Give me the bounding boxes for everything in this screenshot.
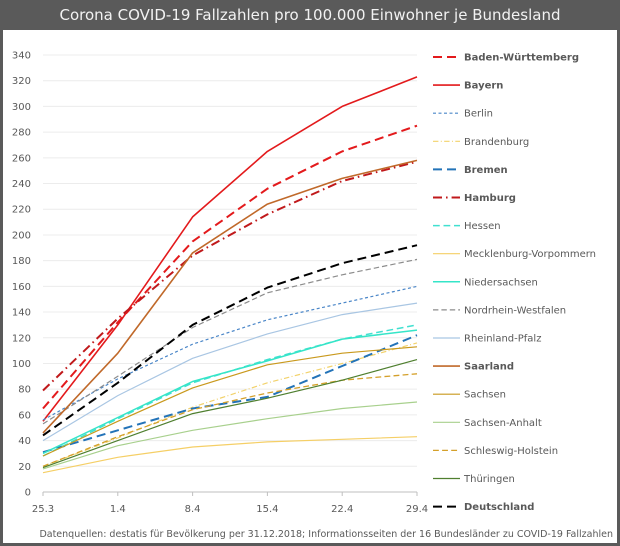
series-line-thüringen (42, 359, 418, 469)
y-tick-label: 280 (12, 128, 31, 139)
chart-panel: 0 20 40 60 80 100 120 140 160 180 200 220 240 260 280 3… (3, 30, 617, 543)
y-tick-label: 20 (18, 462, 31, 473)
series-line-mecklenburg-vorpommern (42, 436, 418, 474)
legend-label-bremen: Bremen (464, 165, 508, 176)
legend-label-hamburg: Hamburg (464, 193, 516, 204)
series-line-berlin (42, 285, 418, 421)
x-tick-label: 22.4 (331, 504, 353, 515)
series-line-sachsen (42, 346, 418, 457)
line-chart: 0 20 40 60 80 100 120 140 160 180 200 220 240 260 280 3… (12, 51, 596, 516)
legend-label-sachsen-anhalt: Sachsen-Anhalt (464, 418, 542, 429)
x-tick-label: 29.4 (406, 504, 428, 515)
legend-label-sachsen: Sachsen (464, 390, 506, 401)
y-tick-label: 100 (12, 359, 31, 370)
series-line-rheinland-pfalz (42, 302, 418, 442)
y-tick-label: 340 (12, 51, 31, 62)
legend-label-mecklenburg-vorpommern: Mecklenburg-Vorpommern (464, 249, 596, 260)
legend-label-schleswig-holstein: Schleswig-Holstein (464, 446, 558, 457)
data-source-note: Datenquellen: destatis für Bevölkerung p… (39, 529, 613, 540)
y-tick-label: 180 (12, 256, 31, 267)
legend-label-bayern: Bayern (464, 81, 503, 92)
x-tick-label: 15.4 (256, 504, 278, 515)
series-line-baden-württemberg (42, 124, 418, 410)
y-tick-label: 0 (25, 488, 31, 499)
legend-label-baden-württemberg: Baden-Württemberg (464, 53, 579, 64)
series-line-bayern (42, 76, 418, 422)
y-tick-label: 260 (12, 153, 31, 164)
legend-label-deutschland: Deutschland (464, 502, 534, 513)
y-tick-label: 80 (18, 385, 31, 396)
y-tick-label: 140 (12, 308, 31, 319)
y-tick-label: 120 (12, 333, 31, 344)
y-tick-label: 40 (18, 436, 31, 447)
y-tick-label: 220 (12, 205, 31, 216)
series-line-schleswig-holstein (42, 373, 418, 467)
y-tick-label: 160 (12, 282, 31, 293)
legend-label-nordrhein-westfalen: Nordrhein-Westfalen (464, 305, 566, 316)
series-line-bremen (42, 334, 418, 454)
series-line-hamburg (42, 160, 418, 392)
series-line-niedersachsen (42, 329, 418, 455)
legend-label-hessen: Hessen (464, 221, 501, 232)
x-tick-label: 1.4 (110, 504, 126, 515)
legend-label-brandenburg: Brandenburg (464, 137, 529, 148)
legend-label-berlin: Berlin (464, 109, 493, 120)
legend-label-niedersachsen: Niedersachsen (464, 277, 538, 288)
legend-label-rheinland-pfalz: Rheinland-Pfalz (464, 334, 541, 345)
x-tick-label: 25.3 (32, 504, 54, 515)
x-tick-label: 8.4 (185, 504, 201, 515)
y-tick-label: 60 (18, 410, 31, 421)
y-tick-label: 320 (12, 76, 31, 87)
series-line-sachsen-anhalt (42, 401, 418, 470)
y-tick-label: 240 (12, 179, 31, 190)
legend-label-thüringen: Thüringen (463, 474, 515, 485)
series-line-saarland (42, 159, 418, 434)
y-tick-label: 200 (12, 230, 31, 241)
series-line-deutschland (42, 244, 418, 437)
legend-label-saarland: Saarland (464, 362, 514, 373)
chart-title: Corona COVID-19 Fallzahlen pro 100.000 E… (59, 6, 561, 24)
y-tick-label: 300 (12, 102, 31, 113)
series-line-nordrhein-westfalen (42, 258, 418, 425)
